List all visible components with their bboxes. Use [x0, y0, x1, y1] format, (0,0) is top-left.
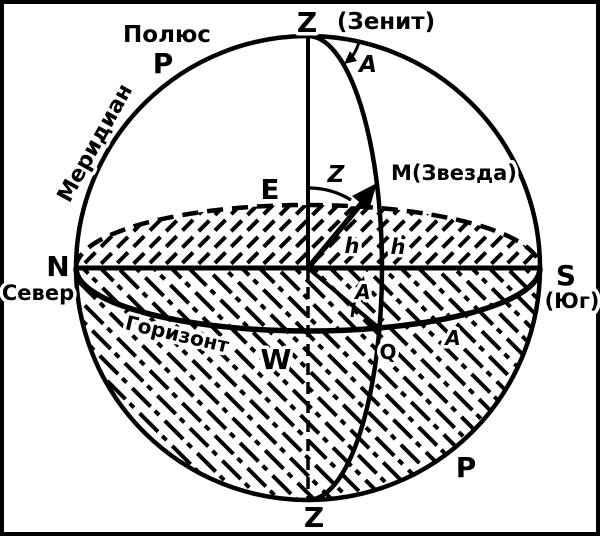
label-pole-letter: P — [153, 47, 174, 80]
center-to-q-line — [306, 266, 381, 330]
label-north-letter: N — [46, 250, 69, 283]
label-zenith-letter: Z — [297, 6, 317, 39]
label-nadir-letter: Z — [304, 501, 324, 534]
label-star-name: M(Звезда) — [391, 161, 517, 185]
label-south-name: (Юг) — [545, 289, 600, 313]
vertical-circle-through-star — [307, 33, 385, 503]
label-horizon-foot: Q — [379, 340, 396, 364]
azimuth-arrowhead-at-center — [355, 276, 366, 290]
label-azimuth-at-zenith: A — [357, 52, 377, 78]
label-west-letter: W — [261, 343, 292, 376]
label-south-pole-letter: P — [456, 451, 477, 484]
label-altitude-inner: h — [345, 234, 360, 258]
azimuth-arrowhead-at-zenith — [344, 51, 357, 64]
label-north-name: Север — [2, 281, 74, 305]
label-zenith-name: (Зенит) — [337, 9, 435, 35]
label-azimuth-arc: A — [443, 326, 460, 350]
label-altitude-outer: h — [391, 235, 406, 259]
star-direction-arrowhead — [352, 183, 377, 210]
zenith-distance-arc — [309, 186, 352, 202]
label-azimuth-at-center: A — [353, 280, 370, 304]
label-east-letter: E — [260, 173, 279, 206]
star-direction-arrow-shaft — [305, 196, 369, 270]
label-pole-name: Полюс — [123, 22, 211, 48]
label-south-letter: S — [556, 259, 576, 292]
label-zenith-distance: Z — [327, 162, 346, 188]
